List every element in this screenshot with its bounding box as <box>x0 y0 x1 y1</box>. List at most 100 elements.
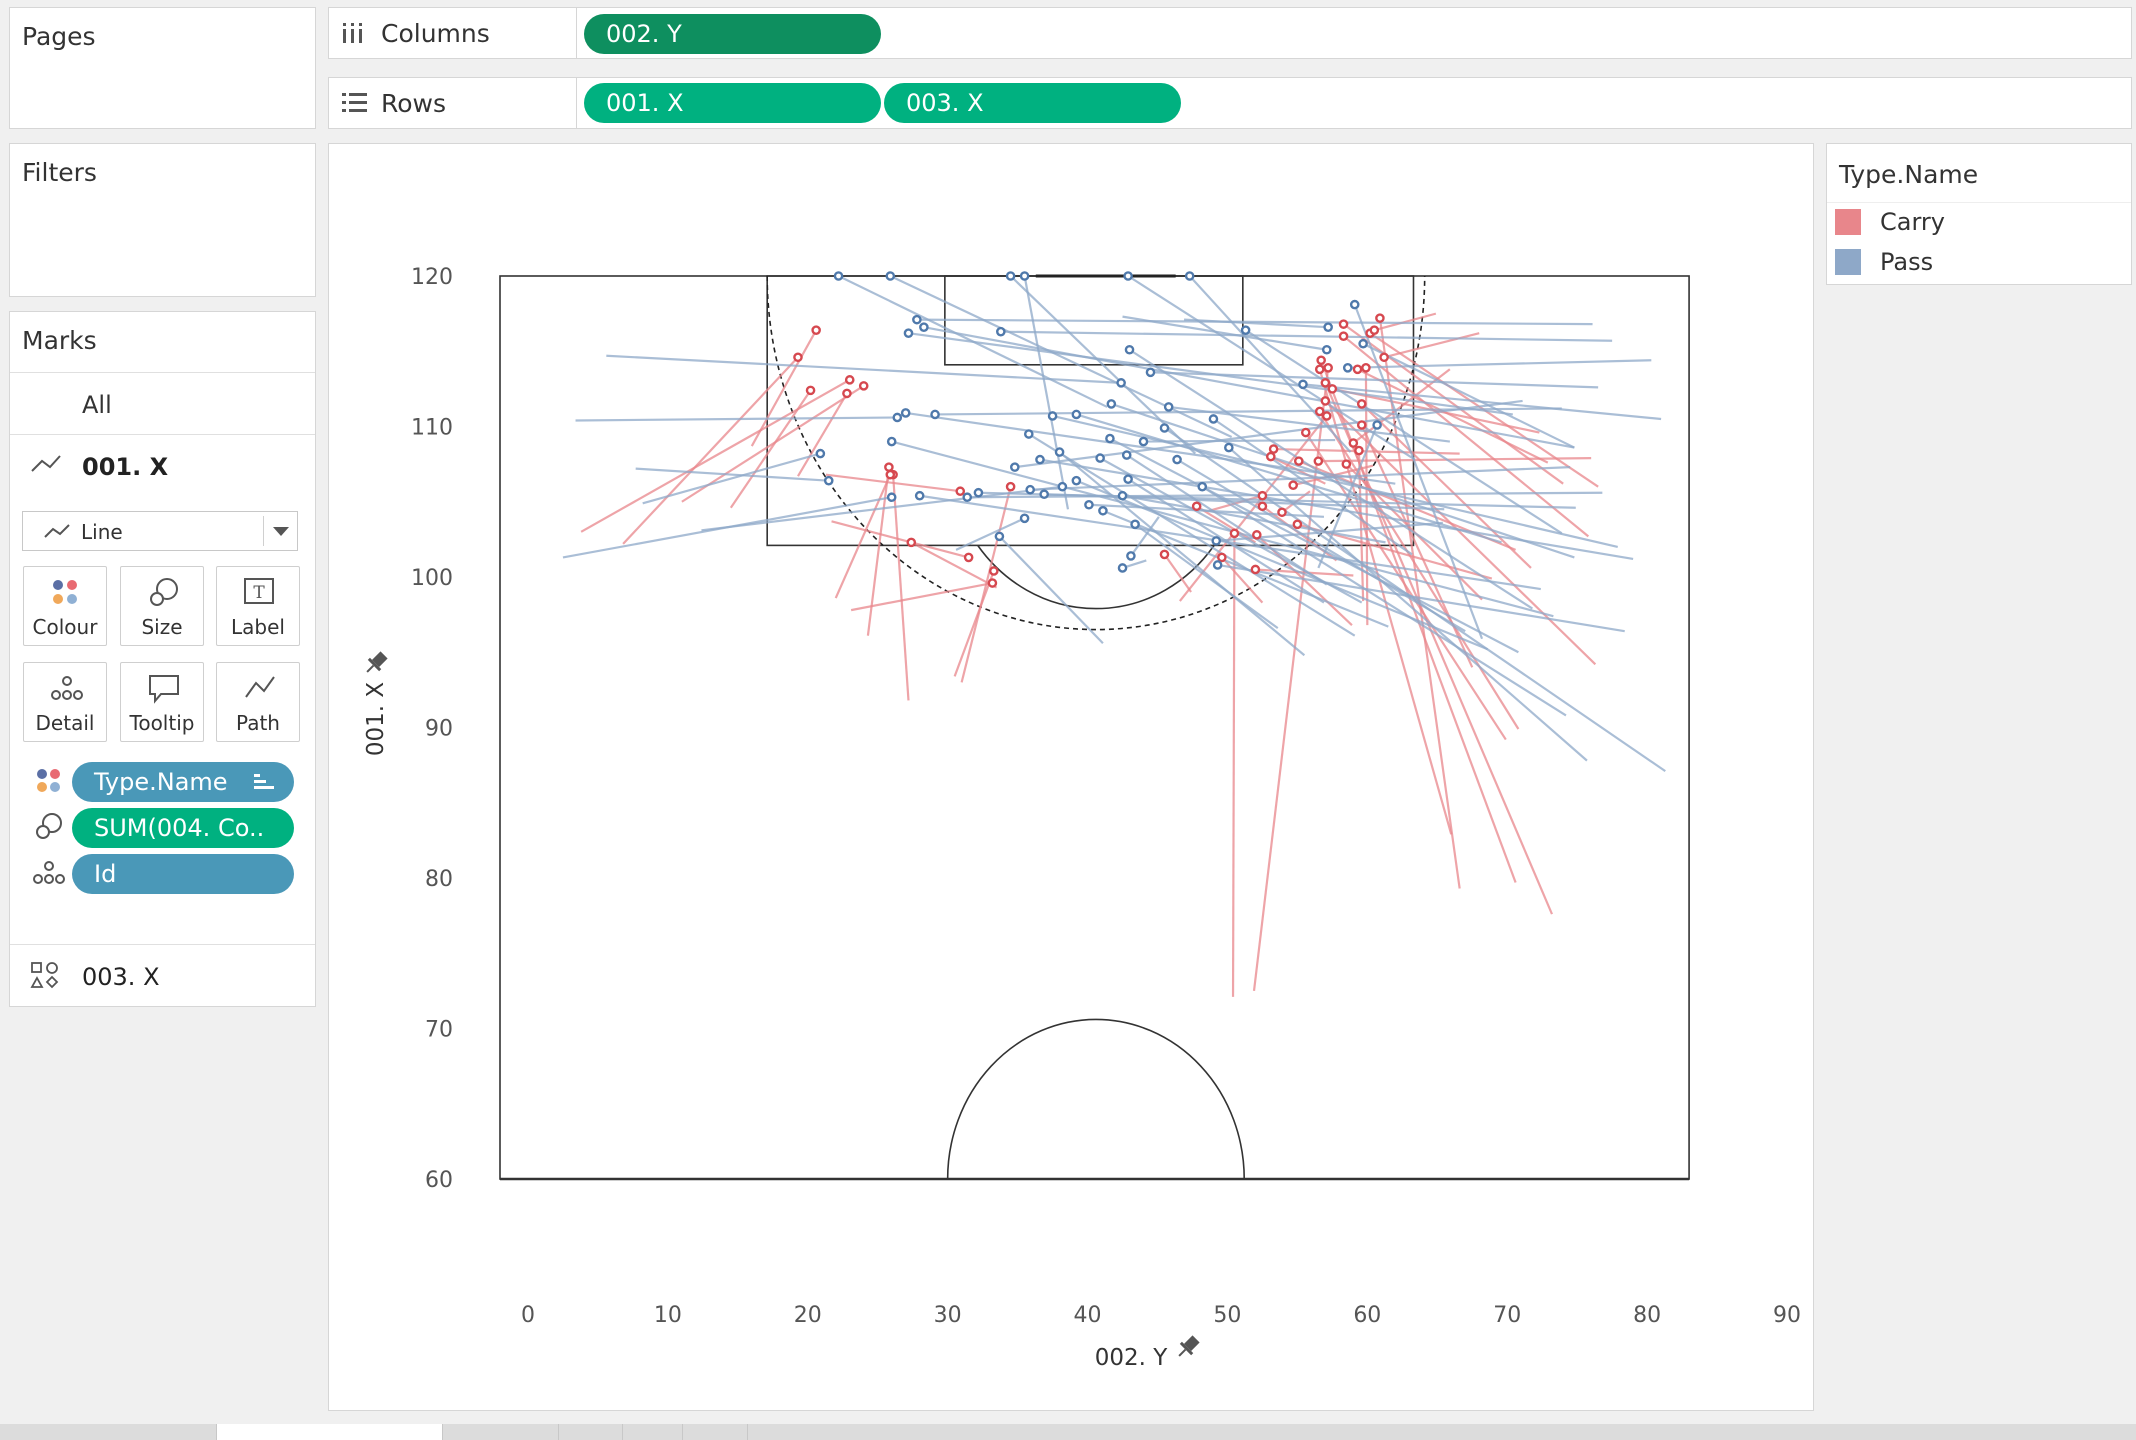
y-axis-pin-icon <box>366 651 388 673</box>
pass-line <box>1023 275 1070 510</box>
columns-pill-y-label: 002. Y <box>606 20 682 48</box>
carry-point <box>1217 552 1227 563</box>
pass-line <box>1143 438 1336 443</box>
carry-point <box>1159 549 1170 560</box>
pass-point <box>919 322 929 332</box>
pass-line <box>635 467 829 482</box>
legend-title: Type.Name <box>1839 160 1979 189</box>
pass-line <box>1110 402 1575 559</box>
mark-type-dropdown[interactable]: Line <box>22 511 298 551</box>
pass-line <box>1127 275 1416 461</box>
pages-card: Pages <box>9 7 316 129</box>
carry-point <box>955 486 966 497</box>
pass-point <box>1323 322 1333 332</box>
sheet-tab[interactable] <box>558 1424 622 1440</box>
carry-line <box>891 474 910 701</box>
tooltip-button[interactable]: Tooltip <box>120 662 204 742</box>
label-button[interactable]: T Label <box>216 566 300 646</box>
pass-point <box>903 328 914 338</box>
y-tick-label: 70 <box>425 1018 453 1043</box>
colour-button[interactable]: Colour <box>23 566 107 646</box>
line-mark-icon <box>44 524 70 538</box>
rows-shelf[interactable]: Rows 001. X 003. X <box>328 77 2132 129</box>
x-tick-label: 70 <box>1493 1303 1521 1328</box>
columns-pill-y[interactable]: 002. Y <box>584 14 881 54</box>
detail-button[interactable]: Detail <box>23 662 107 742</box>
pass-line <box>1075 479 1489 651</box>
carry-line <box>1360 403 1532 569</box>
pass-line <box>905 411 1396 485</box>
sheet-tab-active[interactable] <box>216 1424 442 1440</box>
carry-point <box>1005 481 1016 492</box>
carry-line <box>866 466 890 636</box>
pass-point <box>1010 462 1020 472</box>
pass-line <box>1134 523 1279 630</box>
marks-all-row[interactable]: All <box>10 372 315 434</box>
size-button[interactable]: Size <box>120 566 204 646</box>
shot-map-chart[interactable]: 0 10 20 30 40 50 60 70 80 90 60 70 80 90 100 110 120 002… <box>329 144 1813 1410</box>
carry-point <box>1300 427 1311 438</box>
size-measure-pill-label: SUM(004. Co.. <box>94 814 265 842</box>
carry-line <box>622 356 799 545</box>
columns-label: Columns <box>381 19 490 48</box>
view-area: 0 10 20 30 40 50 60 70 80 90 60 70 80 90 100 110 120 002… <box>328 143 1814 1411</box>
x-tick-label: 20 <box>794 1303 822 1328</box>
pass-point <box>1372 420 1382 430</box>
colour-label: Colour <box>32 615 98 639</box>
size-icon <box>150 578 178 606</box>
pass-point <box>1071 409 1082 420</box>
pass-point <box>1047 411 1058 421</box>
pass-point <box>1224 442 1234 453</box>
type-name-pill[interactable]: Type.Name <box>72 762 294 802</box>
sheet-tab[interactable] <box>682 1424 748 1440</box>
carry-point <box>1354 445 1364 456</box>
pass-point <box>1197 481 1208 492</box>
carry-point <box>884 462 894 472</box>
pass-line <box>916 318 1593 326</box>
sheet-tab[interactable] <box>622 1424 682 1440</box>
columns-shelf[interactable]: Columns 002. Y <box>328 7 2132 59</box>
line-layer <box>562 275 1666 997</box>
pass-point <box>1124 344 1135 355</box>
penalty-arc <box>977 544 1215 610</box>
marks-layer-1-row[interactable]: 001. X <box>10 434 315 498</box>
carry-point <box>1341 459 1352 469</box>
carry-point <box>1229 528 1240 539</box>
carry-line <box>1179 415 1328 602</box>
pass-point <box>1349 299 1360 310</box>
rows-pill-x1[interactable]: 001. X <box>584 83 881 123</box>
pass-point <box>1240 325 1251 335</box>
pass-point <box>1121 450 1132 460</box>
carry-point <box>1369 325 1380 335</box>
columns-shelf-label: Columns <box>329 8 577 58</box>
rows-pill-x3[interactable]: 003. X <box>884 83 1181 123</box>
carry-line <box>1383 332 1480 359</box>
pass-point <box>1126 551 1136 561</box>
carry-point <box>1379 352 1389 363</box>
id-pill[interactable]: Id <box>72 854 294 894</box>
path-button[interactable]: Path <box>216 662 300 742</box>
pass-point <box>833 271 844 281</box>
pass-point <box>1098 505 1108 516</box>
center-circle <box>946 1018 1246 1180</box>
size-measure-pill[interactable]: SUM(004. Co.. <box>72 808 294 848</box>
pass-line <box>1030 466 1571 491</box>
sheet-tab[interactable] <box>442 1424 558 1440</box>
carry-point <box>1356 420 1367 430</box>
columns-icon <box>343 23 362 43</box>
pass-point <box>1095 453 1105 463</box>
carry-point <box>1316 355 1326 366</box>
x-tick-label: 40 <box>1074 1303 1102 1328</box>
pass-line <box>1109 437 1519 654</box>
y-tick-label: 110 <box>411 416 453 441</box>
x-axis-pin-icon <box>1178 1335 1200 1357</box>
pass-point <box>1019 271 1030 281</box>
carry-point <box>1321 411 1332 421</box>
tooltip-icon <box>149 675 179 704</box>
pass-point <box>886 492 897 503</box>
rows-icon <box>342 93 367 112</box>
marks-layer-2-row[interactable]: 003. X <box>10 944 315 1006</box>
pass-point <box>1123 271 1133 281</box>
carry-line <box>834 474 892 599</box>
marks-card: Marks All 001. X Line Colour Size <box>9 311 316 1007</box>
